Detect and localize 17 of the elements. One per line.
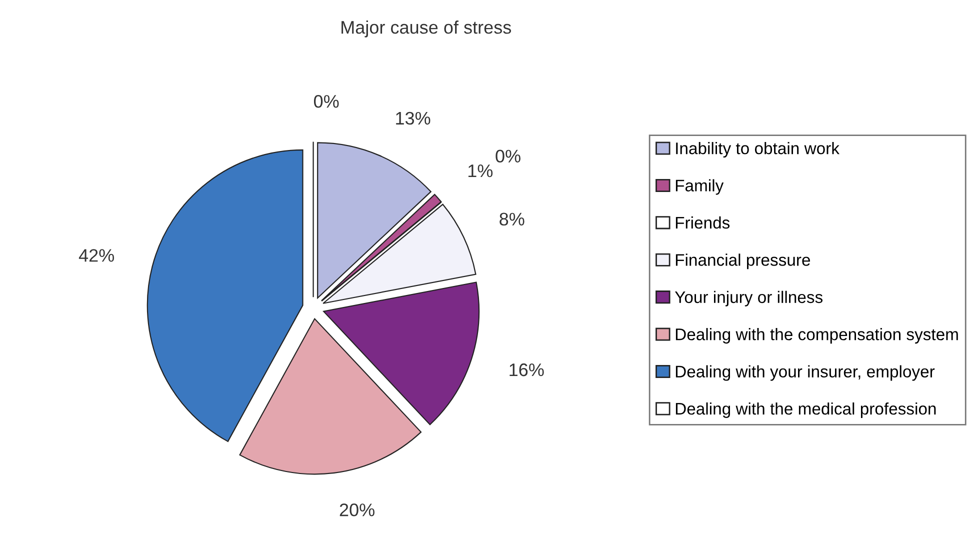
data-label: 42% — [78, 249, 114, 262]
legend-label: Dealing with the compensation system — [676, 328, 958, 344]
data-label: 20% — [340, 504, 374, 516]
legend-label: Your injury or illness — [674, 290, 823, 306]
legend-label: Dealing with the medical profession — [676, 402, 936, 418]
legend-label: Inability to obtain work — [676, 142, 840, 158]
legend-label: Family — [676, 179, 724, 195]
chart-title: Major cause of stress — [342, 20, 512, 38]
text: 0% — [496, 150, 520, 163]
data-label: 1% — [468, 164, 493, 178]
data-label: 8% — [500, 212, 524, 226]
data-label: 13% — [396, 112, 430, 125]
legend-label: Friends — [676, 216, 730, 229]
text: 0% — [314, 94, 339, 108]
legend-label: Dealing with your insurer, employer — [676, 365, 935, 381]
legend-label: Financial pressure — [676, 254, 810, 270]
data-label: 16% — [510, 363, 544, 376]
